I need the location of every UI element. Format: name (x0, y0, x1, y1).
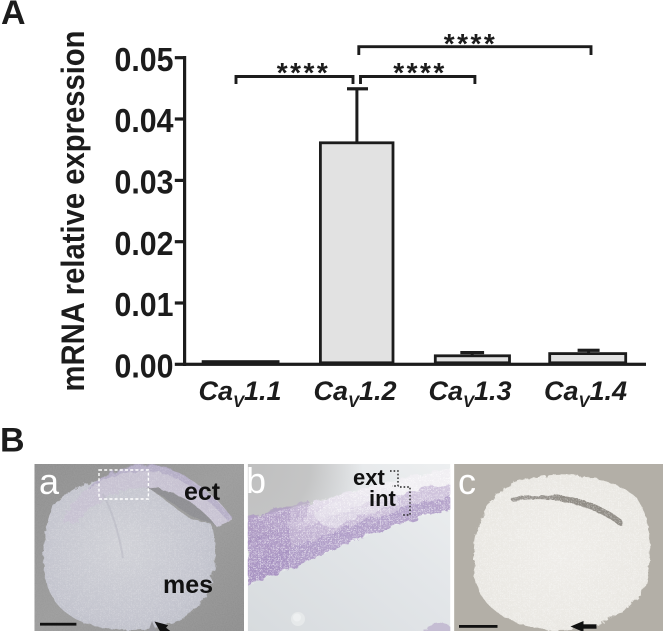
svg-text:b: b (246, 460, 266, 501)
svg-text:CaV1.2: CaV1.2 (314, 376, 397, 411)
svg-text:c: c (458, 461, 476, 502)
svg-text:****: **** (393, 57, 447, 88)
svg-text:CaV1.4: CaV1.4 (544, 376, 627, 411)
svg-text:mes: mes (163, 571, 213, 599)
svg-text:0.01: 0.01 (115, 286, 174, 323)
svg-text:0.04: 0.04 (115, 102, 175, 139)
svg-text:****: **** (277, 57, 331, 88)
svg-text:ect: ect (184, 478, 221, 506)
svg-text:0.05: 0.05 (115, 41, 174, 78)
svg-text:a: a (39, 461, 60, 502)
svg-text:int: int (369, 486, 397, 511)
svg-text:ext: ext (353, 465, 385, 490)
svg-text:A: A (1, 0, 26, 32)
svg-text:CaV1.1: CaV1.1 (199, 376, 282, 411)
svg-text:****: **** (444, 28, 498, 59)
svg-text:0.00: 0.00 (115, 348, 174, 385)
svg-text:B: B (0, 422, 25, 460)
svg-text:0.02: 0.02 (115, 225, 174, 262)
svg-text:CaV1.3: CaV1.3 (429, 376, 512, 411)
svg-text:0.03: 0.03 (115, 164, 174, 201)
svg-text:mRNA relative expression: mRNA relative expression (55, 31, 91, 392)
